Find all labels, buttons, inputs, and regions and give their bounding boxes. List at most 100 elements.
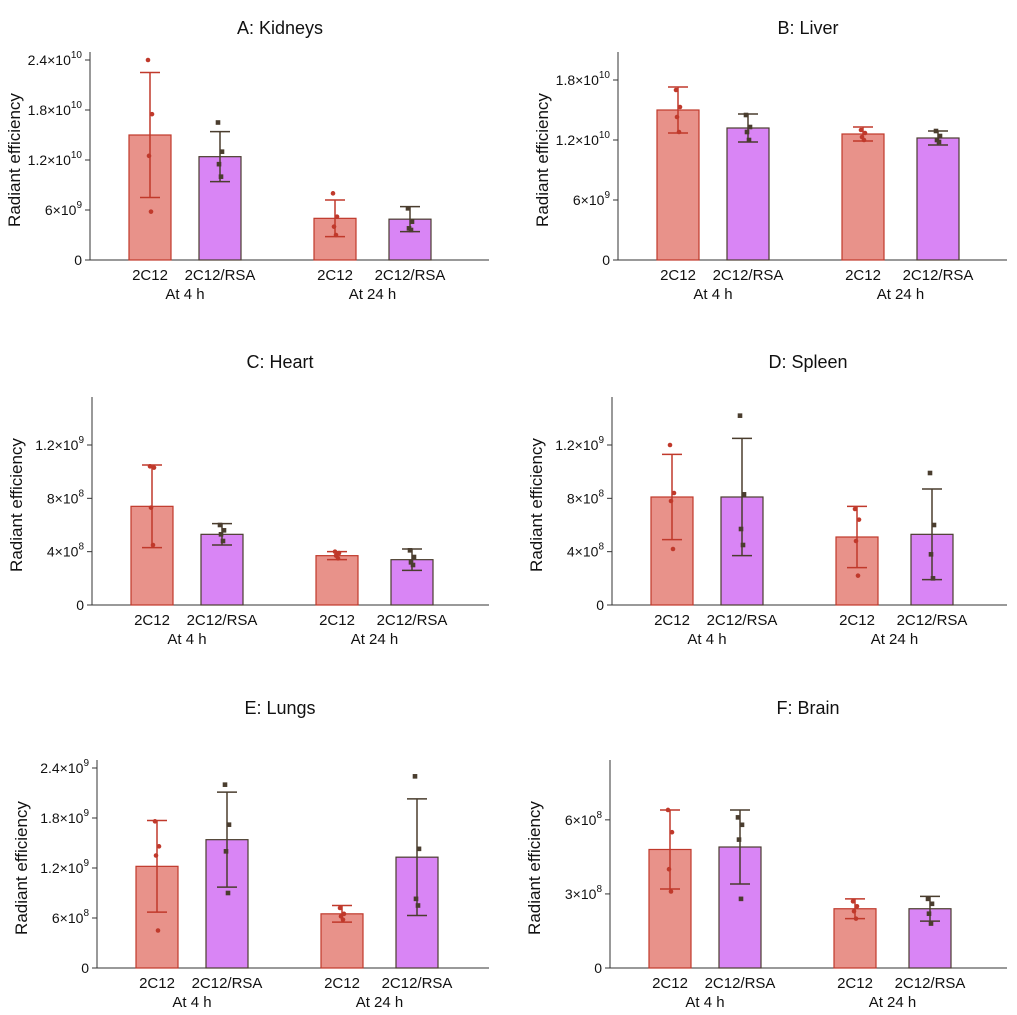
chart-panel-4: D: Spleen Radiant efficiency 0 4×108 8×108 1.… [527,352,1007,648]
data-point [156,844,162,849]
data-point [928,921,934,926]
y-tick-label: 2.4×1010 [28,50,83,68]
x-category-label: 2C12/RSA [375,267,446,284]
y-axis-label: Radiant efficiency [7,438,26,572]
x-group-label: At 4 h [685,994,724,1011]
y-tick-label: 1.2×109 [35,435,84,453]
data-point [746,137,752,143]
data-point [854,903,860,909]
data-point [150,542,156,548]
data-point [736,837,742,842]
data-point [416,846,422,852]
y-tick-label: 0 [81,960,89,976]
y-tick-label: 0 [596,597,604,613]
x-category-label: 2C12 [324,975,360,992]
data-point [676,129,682,135]
data-point [223,849,229,854]
data-point [152,819,158,824]
chart-title: A: Kidneys [237,18,323,38]
data-point [929,901,935,907]
data-point [225,890,231,896]
data-point [668,889,674,894]
data-point [853,916,859,921]
y-tick-label: 1.8×109 [40,808,89,826]
y-tick-label: 1.2×1010 [556,130,611,148]
data-point [215,120,221,125]
bar-2c12-rsa-24h [916,137,960,261]
data-point [221,528,227,533]
x-category-label: 2C12 [139,975,175,992]
data-point [219,149,225,154]
y-axis-label: Radiant efficiency [527,438,546,572]
data-point [408,560,414,565]
data-point [671,490,677,496]
data-point [738,526,744,532]
data-point [852,506,858,512]
y-tick-label: 8×108 [47,488,85,506]
y-axis-label: Radiant efficiency [12,801,31,935]
y-tick-label: 0 [74,252,82,268]
x-category-label: 2C12 [845,267,881,284]
data-point [744,129,750,135]
x-category-label: 2C12 [317,267,353,284]
y-axis-label: Radiant efficiency [5,93,24,227]
data-point [666,866,672,872]
x-category-label: 2C12/RSA [897,612,968,629]
y-tick-label: 1.8×1010 [556,70,611,88]
x-category-label: 2C12/RSA [187,612,258,629]
chart-panel-2: B: Liver Radiant efficiency 0 6×109 1.2×1010… [533,18,1007,303]
data-point [415,903,421,908]
chart-title: E: Lungs [244,698,315,718]
x-category-label: 2C12/RSA [185,267,256,284]
data-point [850,899,856,904]
data-point [740,542,746,548]
data-point [153,853,159,858]
data-point [148,505,154,510]
data-point [330,191,336,196]
data-point [861,137,867,143]
data-point [332,549,338,554]
x-category-label: 2C12 [134,612,170,629]
x-category-label: 2C12 [652,975,688,992]
y-tick-label: 1.2×109 [40,858,89,876]
data-point [155,928,161,933]
data-point [413,896,419,902]
data-point [927,470,933,476]
data-point [933,128,939,134]
y-tick-label: 1.2×1010 [28,150,83,168]
data-point [409,219,415,224]
data-point [408,227,414,233]
data-point [853,538,859,544]
data-point [673,87,679,93]
chart-title: D: Spleen [768,352,847,372]
x-category-label: 2C12/RSA [705,975,776,992]
x-group-label: At 4 h [172,994,211,1011]
data-point [665,807,671,813]
x-group-label: At 4 h [167,631,206,648]
data-point [149,111,155,117]
y-tick-label: 1.8×1010 [28,100,83,118]
data-point [926,911,932,916]
x-category-label: 2C12/RSA [903,267,974,284]
y-tick-label: 6×109 [45,200,83,218]
data-point [216,161,222,167]
data-point [743,112,749,118]
data-point [936,139,942,145]
data-point [670,546,676,552]
chart-panel-6: F: Brain Radiant efficiency 0 3×108 6×108 2C1… [525,698,1007,1011]
data-point [407,548,413,553]
data-point [937,133,943,139]
x-group-label: At 24 h [871,631,919,648]
chart-title: C: Heart [246,352,313,372]
y-tick-label: 4×108 [47,542,85,560]
chart-panel-3: C: Heart Radiant efficiency 0 4×108 8×108 1.2… [7,352,489,648]
chart-title: B: Liver [777,18,838,38]
x-category-label: 2C12/RSA [713,267,784,284]
data-point [335,556,341,561]
y-tick-label: 0 [594,960,602,976]
y-tick-label: 0 [602,252,610,268]
data-point [668,498,674,504]
data-point [674,114,680,120]
data-point [338,914,344,919]
data-point [337,905,343,911]
